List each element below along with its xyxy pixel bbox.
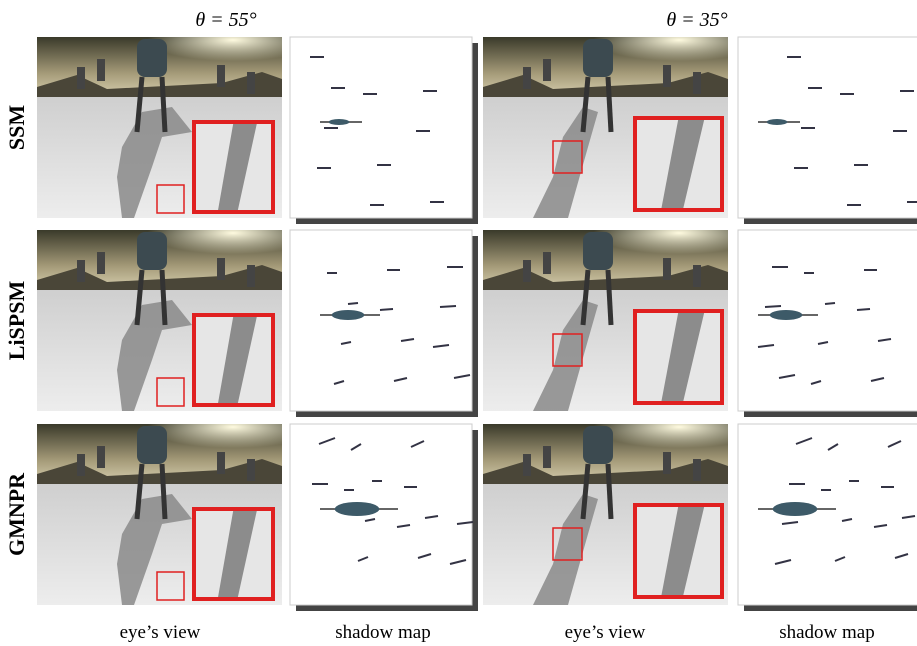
robot-far <box>97 59 105 81</box>
robot-far <box>543 446 551 468</box>
robot-far <box>97 446 105 468</box>
robot-far <box>217 258 225 280</box>
eye-view <box>483 37 728 218</box>
robot-far <box>693 265 701 287</box>
robot-far <box>247 72 255 94</box>
eye-view <box>483 424 728 605</box>
map-bg <box>738 230 917 411</box>
eye-view <box>483 230 728 411</box>
footer-label: eye’s view <box>565 622 646 643</box>
shadow-map <box>738 37 917 224</box>
map-glyph <box>440 306 456 307</box>
robot-body <box>137 232 167 270</box>
robot-leg <box>162 270 165 325</box>
map-glyph <box>348 303 358 304</box>
robot-leg <box>162 464 165 519</box>
column-header: θ = 55° <box>195 9 256 31</box>
robot-far <box>77 260 85 282</box>
robot-far <box>693 72 701 94</box>
robot-leg <box>608 464 611 519</box>
row-label: LiSPSM <box>4 281 29 361</box>
robot-leg <box>608 270 611 325</box>
map-glyph <box>380 309 393 310</box>
robot-far <box>247 459 255 481</box>
robot-far <box>217 452 225 474</box>
robot-body <box>583 426 613 464</box>
map-bg <box>290 37 472 218</box>
robot-far <box>543 59 551 81</box>
map-glyph <box>857 309 870 310</box>
robot-body <box>583 232 613 270</box>
footer-label: shadow map <box>779 622 875 643</box>
column-header: θ = 35° <box>666 9 727 31</box>
map-glyph-main <box>770 310 803 320</box>
shadow-map <box>738 230 917 417</box>
map-glyph-main <box>332 310 365 320</box>
map-glyph-main <box>767 119 788 125</box>
robot-far <box>663 452 671 474</box>
map-bg <box>738 424 917 605</box>
robot-leg <box>608 77 611 132</box>
robot-far <box>543 252 551 274</box>
shadow-map <box>290 424 478 611</box>
map-glyph-main <box>773 502 818 516</box>
robot-far <box>523 67 531 89</box>
footer-label: eye’s view <box>120 622 201 643</box>
map-glyph-main <box>335 502 380 516</box>
robot-body <box>137 426 167 464</box>
robot-far <box>523 454 531 476</box>
footer-label: shadow map <box>335 622 431 643</box>
robot-far <box>97 252 105 274</box>
robot-far <box>663 258 671 280</box>
map-glyph-main <box>329 119 350 125</box>
shadow-map <box>290 37 478 224</box>
map-bg <box>290 424 472 605</box>
robot-far <box>523 260 531 282</box>
row-label: SSM <box>4 105 29 150</box>
robot-leg <box>162 77 165 132</box>
robot-far <box>217 65 225 87</box>
map-bg <box>738 37 917 218</box>
robot-body <box>137 39 167 77</box>
robot-far <box>663 65 671 87</box>
row-label: GMNPR <box>4 472 29 556</box>
robot-far <box>77 67 85 89</box>
map-glyph <box>765 306 781 307</box>
eye-view <box>37 230 282 411</box>
map-bg <box>290 230 472 411</box>
eye-view <box>37 424 282 605</box>
shadow-map <box>738 424 917 611</box>
robot-far <box>77 454 85 476</box>
shadow-map <box>290 230 478 417</box>
robot-far <box>693 459 701 481</box>
figure: θ = 55° θ = 35° SSM LiSPSM GMNPR eye’s view sh… <box>0 0 917 646</box>
eye-view <box>37 37 282 218</box>
robot-far <box>247 265 255 287</box>
map-glyph <box>825 303 835 304</box>
robot-body <box>583 39 613 77</box>
